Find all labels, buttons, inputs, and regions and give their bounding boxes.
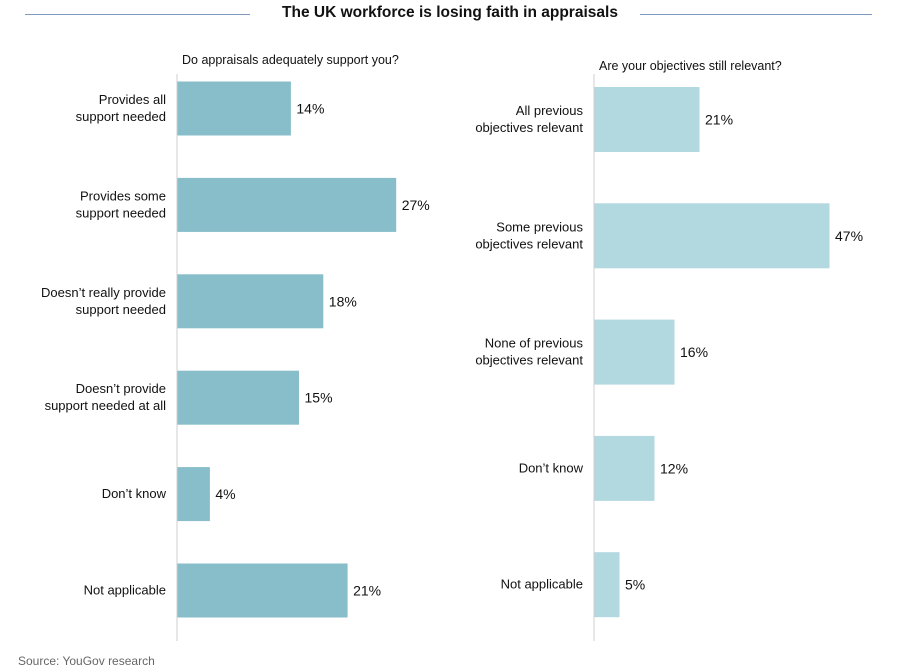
chart-right-value-label-0: 21%	[705, 112, 733, 128]
chart-left-value-label-3: 15%	[305, 390, 333, 406]
chart-left-bar-4	[177, 467, 210, 522]
chart-left-category-label-1: Provides some support needed	[76, 188, 166, 220]
chart-left-bar-5	[177, 563, 348, 618]
chart-right-value-label-3: 12%	[660, 460, 688, 476]
chart-left-bar-0	[177, 81, 291, 136]
title-rule-right	[640, 14, 872, 15]
chart-left-bar-3	[177, 370, 299, 425]
chart-right: Are your objectives still relevant? 21% Al…	[475, 59, 863, 641]
chart-left-category-label-4: Don’t know	[102, 486, 167, 501]
chart-right-bar-4	[594, 552, 620, 618]
chart-left: Do appraisals adequately support you? 14%…	[41, 53, 430, 641]
chart-left-category-label-5: Not applicable	[84, 583, 166, 598]
chart-left-category-label-3: Doesn’t provide support needed at all	[45, 381, 167, 413]
chart-right-category-label-2: None of previous objectives relevant	[475, 336, 583, 368]
chart-right-category-label-4: Not applicable	[501, 577, 583, 592]
chart-right-bar-1	[594, 203, 830, 269]
source-note: Source: YouGov research	[18, 654, 155, 668]
chart-right-category-label-1: Some previous objectives relevant	[475, 219, 583, 251]
chart-right-bar-3	[594, 435, 655, 501]
chart-left-question: Do appraisals adequately support you?	[182, 53, 399, 67]
chart-right-category-label-0: All previous objectives relevant	[475, 103, 583, 135]
chart-right-value-label-2: 16%	[680, 344, 708, 360]
chart-left-value-label-0: 14%	[296, 101, 324, 117]
page-title: The UK workforce is losing faith in appr…	[282, 4, 618, 21]
chart-left-value-label-5: 21%	[353, 583, 381, 599]
chart-right-category-label-3: Don’t know	[519, 460, 584, 475]
chart-left-bar-1	[177, 177, 397, 232]
chart-left-value-label-4: 4%	[215, 486, 235, 502]
chart-left-bar-2	[177, 274, 324, 329]
chart-right-value-label-4: 5%	[625, 577, 645, 593]
chart-right-question: Are your objectives still relevant?	[599, 59, 782, 73]
chart-left-value-label-2: 18%	[329, 293, 357, 309]
chart-left-category-label-0: Provides all support needed	[76, 92, 166, 124]
chart-right-bar-0	[594, 87, 700, 152]
chart-left-value-label-1: 27%	[402, 197, 430, 213]
chart-left-category-label-2: Doesn’t really provide support needed	[41, 285, 166, 317]
title-rule-left	[25, 14, 250, 15]
chart-right-bar-2	[594, 319, 675, 385]
chart-right-value-label-1: 47%	[835, 228, 863, 244]
